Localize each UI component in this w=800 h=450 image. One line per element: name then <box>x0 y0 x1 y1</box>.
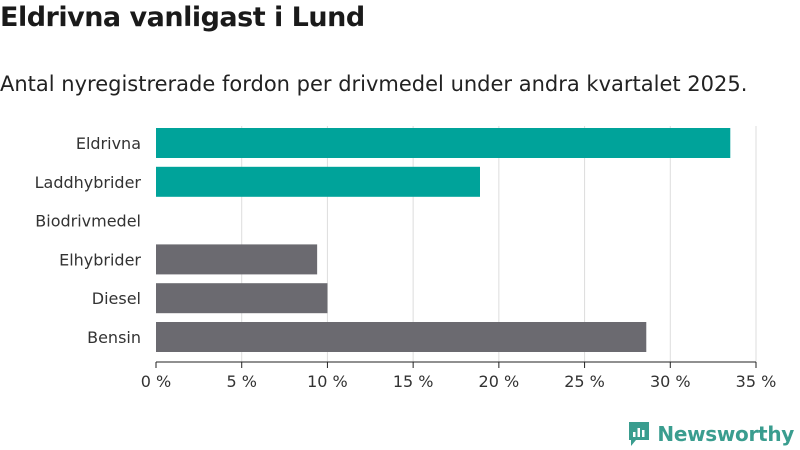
category-label: Laddhybrider <box>35 173 142 192</box>
category-label: Biodrivmedel <box>35 212 141 231</box>
bar-eldrivna <box>156 128 731 158</box>
x-tick-label: 20 % <box>479 372 520 391</box>
bar-elhybrider <box>156 244 318 275</box>
bar-laddhybrider <box>156 166 480 197</box>
category-label: Eldrivna <box>76 134 141 153</box>
x-tick-label: 5 % <box>226 372 256 391</box>
bar-bensin <box>156 322 647 352</box>
x-tick-label: 30 % <box>650 372 691 391</box>
category-label: Bensin <box>87 328 141 347</box>
x-tick-label: 35 % <box>736 372 777 391</box>
x-tick-label: 15 % <box>393 372 434 391</box>
x-tick-label: 0 % <box>141 372 171 391</box>
x-tick-label: 10 % <box>307 372 348 391</box>
brand-name: Newsworthy <box>657 422 794 446</box>
bar-diesel <box>156 283 328 314</box>
brand-logo: Newsworthy <box>627 420 794 448</box>
x-tick-label: 25 % <box>564 372 605 391</box>
newsworthy-icon <box>629 422 650 446</box>
chart-title: Eldrivna vanligast i Lund <box>0 2 365 33</box>
chart-subtitle: Antal nyregistrerade fordon per drivmede… <box>0 72 748 96</box>
category-label: Diesel <box>92 289 141 308</box>
category-label: Elhybrider <box>59 250 141 269</box>
bar-chart: Eldrivna Laddhybrider Biodrivmedel Elhybrid… <box>35 126 777 391</box>
